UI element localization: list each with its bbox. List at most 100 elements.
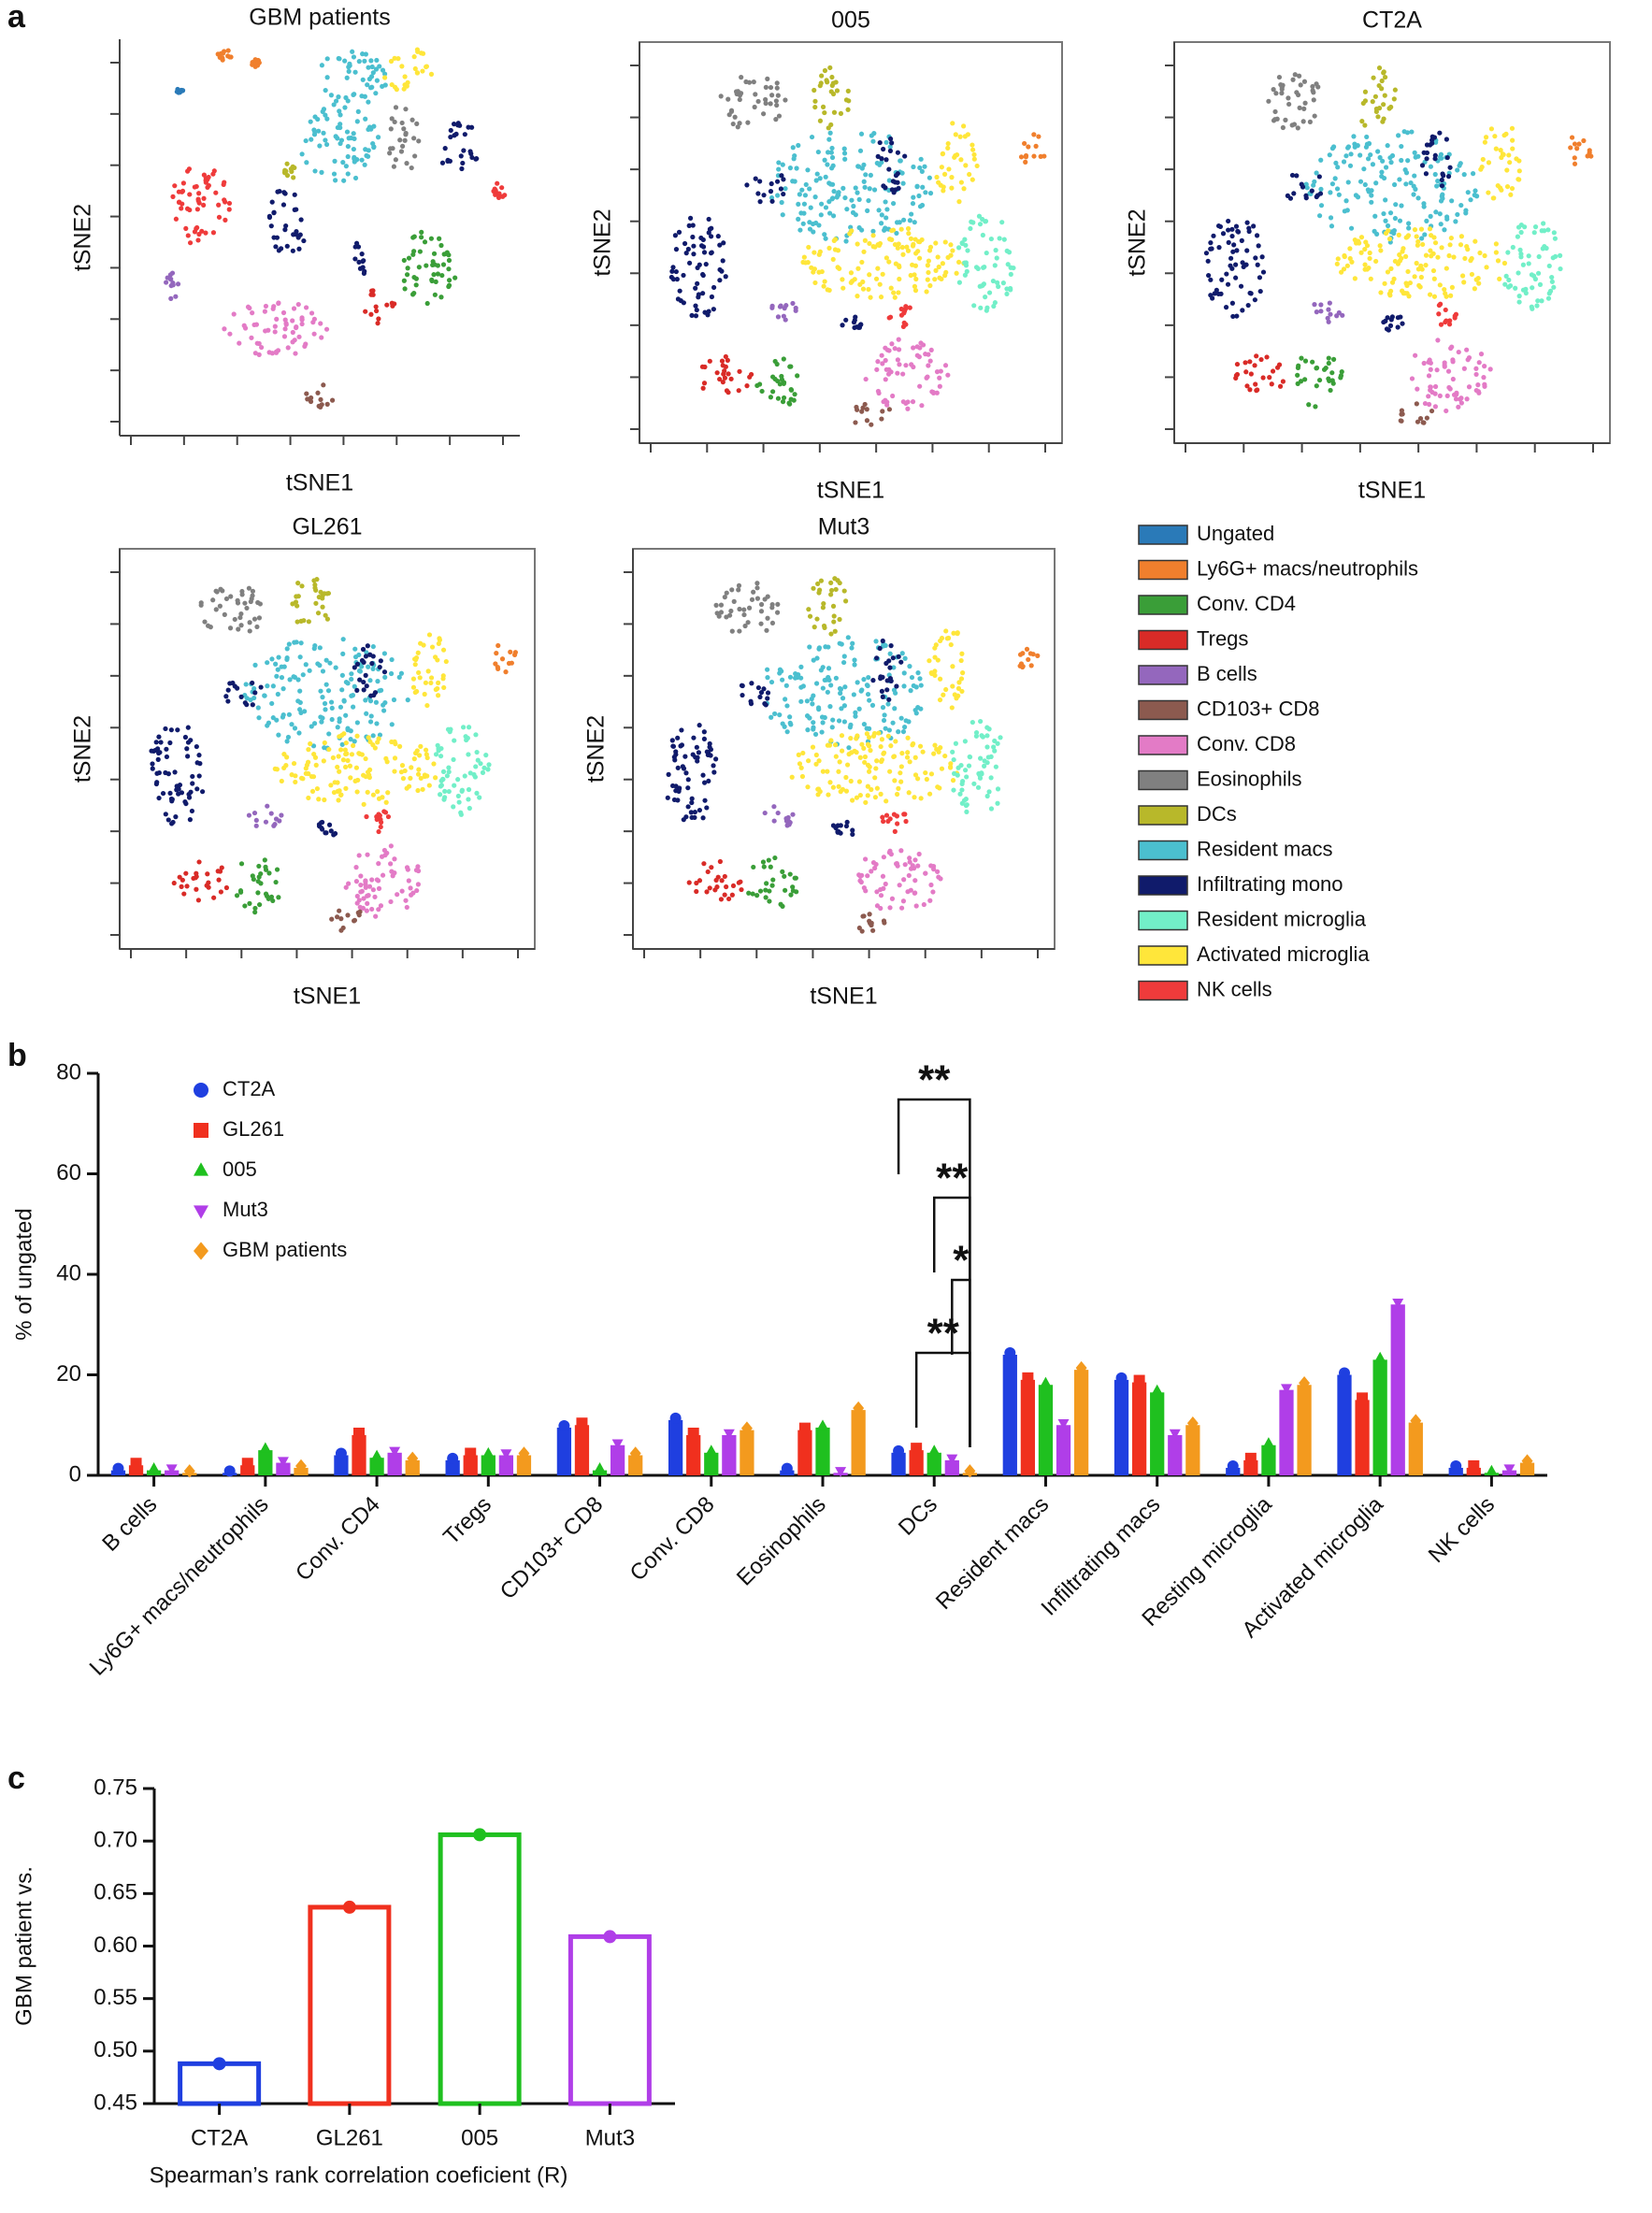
tsne-dot <box>362 162 367 167</box>
tsne-dot <box>1289 172 1296 179</box>
tsne-dot <box>373 304 379 309</box>
tsne-dot <box>946 166 952 172</box>
tsne-dot <box>281 190 287 195</box>
y-tick-label: 0.65 <box>93 1880 137 1905</box>
tsne-dot <box>473 764 479 769</box>
tsne-dot <box>422 691 427 697</box>
tsne-dot <box>338 137 345 143</box>
tsne-dot <box>1300 184 1306 190</box>
tsne-dot <box>313 762 319 768</box>
tsne-dot <box>373 913 379 919</box>
tsne-dot <box>953 132 958 137</box>
tsne-dot <box>414 887 420 894</box>
tsne-dot <box>1420 241 1426 248</box>
tsne-dot <box>246 585 251 591</box>
tsne-dot <box>378 903 384 909</box>
tsne-dot <box>765 675 770 681</box>
tsne-dot <box>1403 181 1409 187</box>
tsne-dot <box>431 251 438 256</box>
tsne-dot <box>984 725 990 730</box>
legend-swatch <box>1138 595 1188 615</box>
tsne-dot <box>856 925 862 931</box>
tsne-dot <box>898 715 904 721</box>
tsne-dot <box>958 676 965 682</box>
tsne-dot <box>361 270 367 277</box>
tsne-dot <box>823 205 829 210</box>
tsne-dot <box>900 898 907 904</box>
tsne-dot <box>1229 233 1235 239</box>
tsne-dot <box>1027 651 1033 656</box>
tsne-dot <box>889 896 896 901</box>
tsne-dot <box>393 157 398 163</box>
tsne-dot <box>829 82 835 89</box>
tsne-dot <box>367 698 374 704</box>
tsne-dot <box>1345 180 1351 185</box>
tsne-dot <box>1428 164 1434 169</box>
tsne-dot <box>437 792 443 798</box>
tsne-dot <box>830 717 836 723</box>
tsne-dot <box>255 890 261 896</box>
tsne-dot <box>418 50 424 56</box>
tsne-dot <box>1006 250 1013 255</box>
tsne-dot <box>703 261 709 267</box>
tsne-dot <box>1368 276 1373 281</box>
tsne-dot <box>730 121 736 127</box>
tsne-dot <box>879 688 884 694</box>
tsne-dot <box>1549 279 1555 284</box>
tsne-dot <box>874 758 880 764</box>
tsne-dot <box>1001 237 1007 242</box>
tsne-dot <box>880 638 885 644</box>
tsne-dot <box>822 714 827 721</box>
tsne-dot <box>300 672 306 678</box>
tsne-dot <box>898 226 904 232</box>
tsne-dot <box>392 856 397 862</box>
tsne-dot <box>1274 365 1281 370</box>
tsne-dot <box>238 623 244 628</box>
tsne-dot <box>355 108 361 114</box>
tsne-dot <box>352 739 357 744</box>
tsne-dot <box>1380 158 1386 164</box>
tsne-dot <box>1385 223 1391 229</box>
tsne-dot <box>829 154 836 161</box>
tsne-dot <box>978 718 984 725</box>
tsne-dot <box>866 286 871 293</box>
tsne-dot <box>1310 88 1315 93</box>
tsne-dot <box>1430 267 1437 274</box>
tsne-dot <box>381 669 388 675</box>
tsne-dot <box>378 824 383 830</box>
tsne-dot <box>372 894 378 899</box>
tsne-dot <box>918 706 924 711</box>
tsne-dot <box>265 683 270 689</box>
legend-marker <box>194 1162 208 1176</box>
tsne-dot <box>1392 258 1398 265</box>
tsne-dot <box>1568 145 1573 151</box>
tsne-dot <box>366 893 371 898</box>
tsne-dot <box>289 722 294 727</box>
bar <box>1113 1379 1129 1475</box>
tsne-dot <box>1447 242 1453 248</box>
tsne-dot <box>238 694 244 699</box>
tsne-dot <box>1316 174 1322 180</box>
tsne-dot <box>314 785 321 792</box>
tsne-dot <box>252 910 258 915</box>
tsne-dot <box>165 817 171 823</box>
tsne-dot <box>373 91 379 96</box>
tsne-dot <box>1271 87 1276 93</box>
tsne-dot <box>183 870 189 876</box>
tsne-dot <box>1449 198 1455 204</box>
tsne-dot <box>830 603 837 609</box>
bar-point <box>853 1401 865 1415</box>
tsne-dot <box>445 158 451 165</box>
bar-point <box>1262 1437 1274 1447</box>
tsne-dot <box>898 770 903 776</box>
tsne-dot <box>366 664 371 669</box>
tsne-dot <box>262 309 267 314</box>
tsne-dot <box>284 161 290 166</box>
tsne-dot <box>787 720 793 726</box>
tsne-dot <box>225 48 231 53</box>
tsne-dot <box>368 288 375 294</box>
tsne-dot <box>838 830 843 836</box>
tsne-dot <box>415 771 422 777</box>
tsne-dot <box>280 202 287 208</box>
tsne-dot <box>783 97 788 103</box>
